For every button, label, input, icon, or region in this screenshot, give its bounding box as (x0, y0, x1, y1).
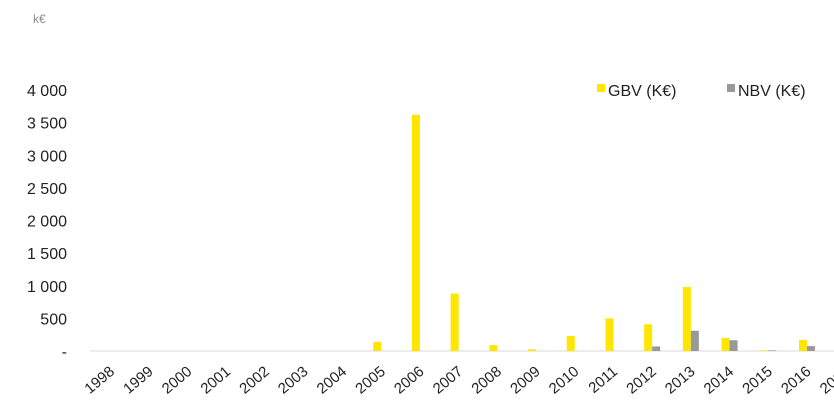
x-tick-label: 2005 (352, 363, 388, 397)
x-tick-label: 2009 (507, 363, 543, 397)
bar-nbv (806, 346, 815, 351)
x-tick-label: 2010 (546, 363, 582, 397)
bar-gbv (798, 339, 807, 351)
y-tick-label: 2 500 (27, 181, 67, 198)
x-tick-label: 2001 (198, 363, 234, 397)
bar-gbv (682, 287, 691, 351)
y-tick-label: 2 000 (27, 214, 67, 231)
x-tick-label: 2006 (391, 363, 427, 397)
x-tick-label: 2016 (778, 363, 814, 397)
bar-gbv (760, 350, 769, 351)
legend-swatch (597, 84, 605, 92)
x-tick-label: 2004 (314, 363, 350, 397)
bar-gbv (721, 337, 730, 351)
bar-gbv (489, 345, 498, 351)
x-tick-label: 2011 (585, 363, 621, 397)
bar-gbv (373, 341, 382, 351)
bar-gbv (605, 318, 614, 351)
bar-gbv (528, 349, 537, 351)
bar-gbv (566, 335, 575, 351)
x-tick-label: 2012 (623, 363, 659, 397)
y-tick-label: 1 500 (27, 246, 67, 263)
y-tick-label: 3 000 (27, 148, 67, 165)
x-tick-label: 2014 (701, 363, 737, 397)
y-tick-label: 500 (40, 311, 67, 328)
bar-nbv (768, 350, 777, 351)
x-tick-label: 1998 (81, 363, 117, 397)
bar-gbv (411, 114, 420, 351)
y-tick-label: - (62, 344, 67, 361)
legend-swatch (727, 84, 735, 92)
legend-label: NBV (K€) (738, 83, 806, 100)
y-tick-label: 3 500 (27, 116, 67, 133)
x-tick-label: 2002 (236, 363, 272, 397)
x-tick-label: 1999 (120, 363, 156, 397)
x-tick-label: 2003 (275, 363, 311, 397)
x-tick-label: 2015 (739, 363, 775, 397)
x-tick-label: 2000 (159, 363, 195, 397)
legend-label: GBV (K€) (608, 83, 676, 100)
unit-label: k€ (33, 12, 46, 26)
x-tick-label: 2013 (662, 363, 698, 397)
x-tick-label: 2017 (817, 363, 834, 397)
bar-gbv (644, 324, 653, 351)
bar-nbv (652, 346, 661, 351)
x-tick-label: 2008 (468, 363, 504, 397)
bar-nbv (690, 330, 699, 351)
x-tick-label: 2007 (430, 363, 466, 397)
bar-gbv (450, 293, 459, 351)
bar-nbv (729, 340, 738, 351)
y-tick-label: 4 000 (27, 83, 67, 100)
y-tick-label: 1 000 (27, 279, 67, 296)
